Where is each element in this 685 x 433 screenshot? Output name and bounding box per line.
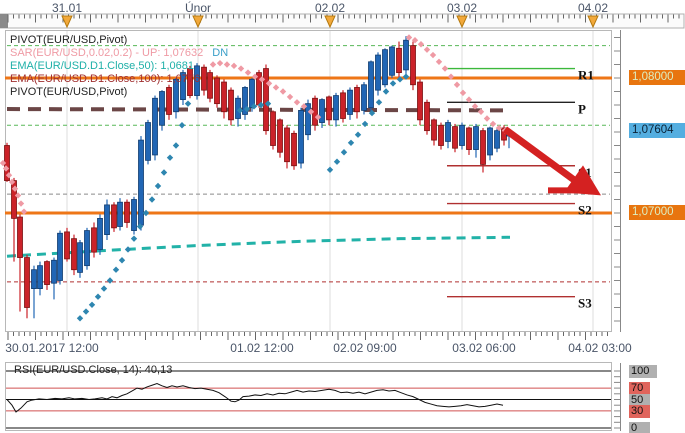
legend-sar-text: SAR(EUR/USD,0.02,0.2) - UP: 1,07632 bbox=[10, 47, 204, 59]
rsi-scale-label-0: 0 bbox=[629, 422, 650, 433]
time-axis-label: 30.01.2017 12:00 bbox=[5, 341, 99, 355]
pivot-label-s3: S3 bbox=[578, 296, 592, 311]
legend-sar-dn-text: DN bbox=[212, 47, 229, 59]
time-axis-label: 02.02 09:00 bbox=[333, 341, 397, 355]
pivot-label-p: P bbox=[578, 101, 586, 116]
time-axis-label: 03.02 06:00 bbox=[452, 341, 516, 355]
rsi-scale-label-30: 30 bbox=[629, 404, 650, 418]
legend-pivot-1: PIVOT(EUR/USD,Pivot) bbox=[10, 34, 127, 46]
price-axis-label: 1,08000 bbox=[629, 70, 685, 85]
price-axis-label: 1,07604 bbox=[629, 123, 685, 139]
legend-ema50: EMA(EUR/USD.D1.Close,50): 1,0681 bbox=[10, 60, 194, 72]
price-axis-label: 1,07000 bbox=[629, 205, 685, 220]
timeline-date-04.02: 04.02 bbox=[577, 1, 609, 15]
timeline-date-31.01: 31.01 bbox=[51, 1, 83, 15]
legend-ema100-text: EMA(EUR/USD.D1.Close,100): 1,0776 bbox=[10, 73, 201, 85]
pivot-label-s2: S2 bbox=[578, 203, 592, 218]
legend-ema100: EMA(EUR/USD.D1.Close,100): 1,0776 bbox=[10, 73, 200, 85]
rsi-scale-label-100: 100 bbox=[629, 365, 657, 378]
legend-ema50-text: EMA(EUR/USD.D1.Close,50): 1,0681 bbox=[10, 60, 195, 72]
time-axis-label: 01.02 12:00 bbox=[230, 341, 294, 355]
pivot-label-r1: R1 bbox=[578, 68, 594, 83]
legend-pivot-2: PIVOT(EUR/USD,Pivot) bbox=[10, 86, 127, 98]
timeline-date-03.02: 03.02 bbox=[446, 1, 478, 15]
timeline-date-02.02: 02.02 bbox=[314, 1, 346, 15]
legend-pivot-1-text: PIVOT(EUR/USD,Pivot) bbox=[10, 34, 128, 46]
rsi-legend: RSI(EUR/USD.Close, 14): 40,13 bbox=[14, 364, 173, 376]
legend-sar: SAR(EUR/USD,0.02,0.2) - UP: 1,07632 DN bbox=[10, 47, 228, 59]
time-axis-label: 04.02 03:00 bbox=[568, 341, 632, 355]
legend-pivot-2-text: PIVOT(EUR/USD,Pivot) bbox=[10, 86, 128, 98]
rsi-scale-label-70: 70 bbox=[629, 382, 650, 396]
timeline-date-Únor: Únor bbox=[184, 1, 212, 15]
rsi-scale-label-50: 50 bbox=[629, 393, 650, 407]
